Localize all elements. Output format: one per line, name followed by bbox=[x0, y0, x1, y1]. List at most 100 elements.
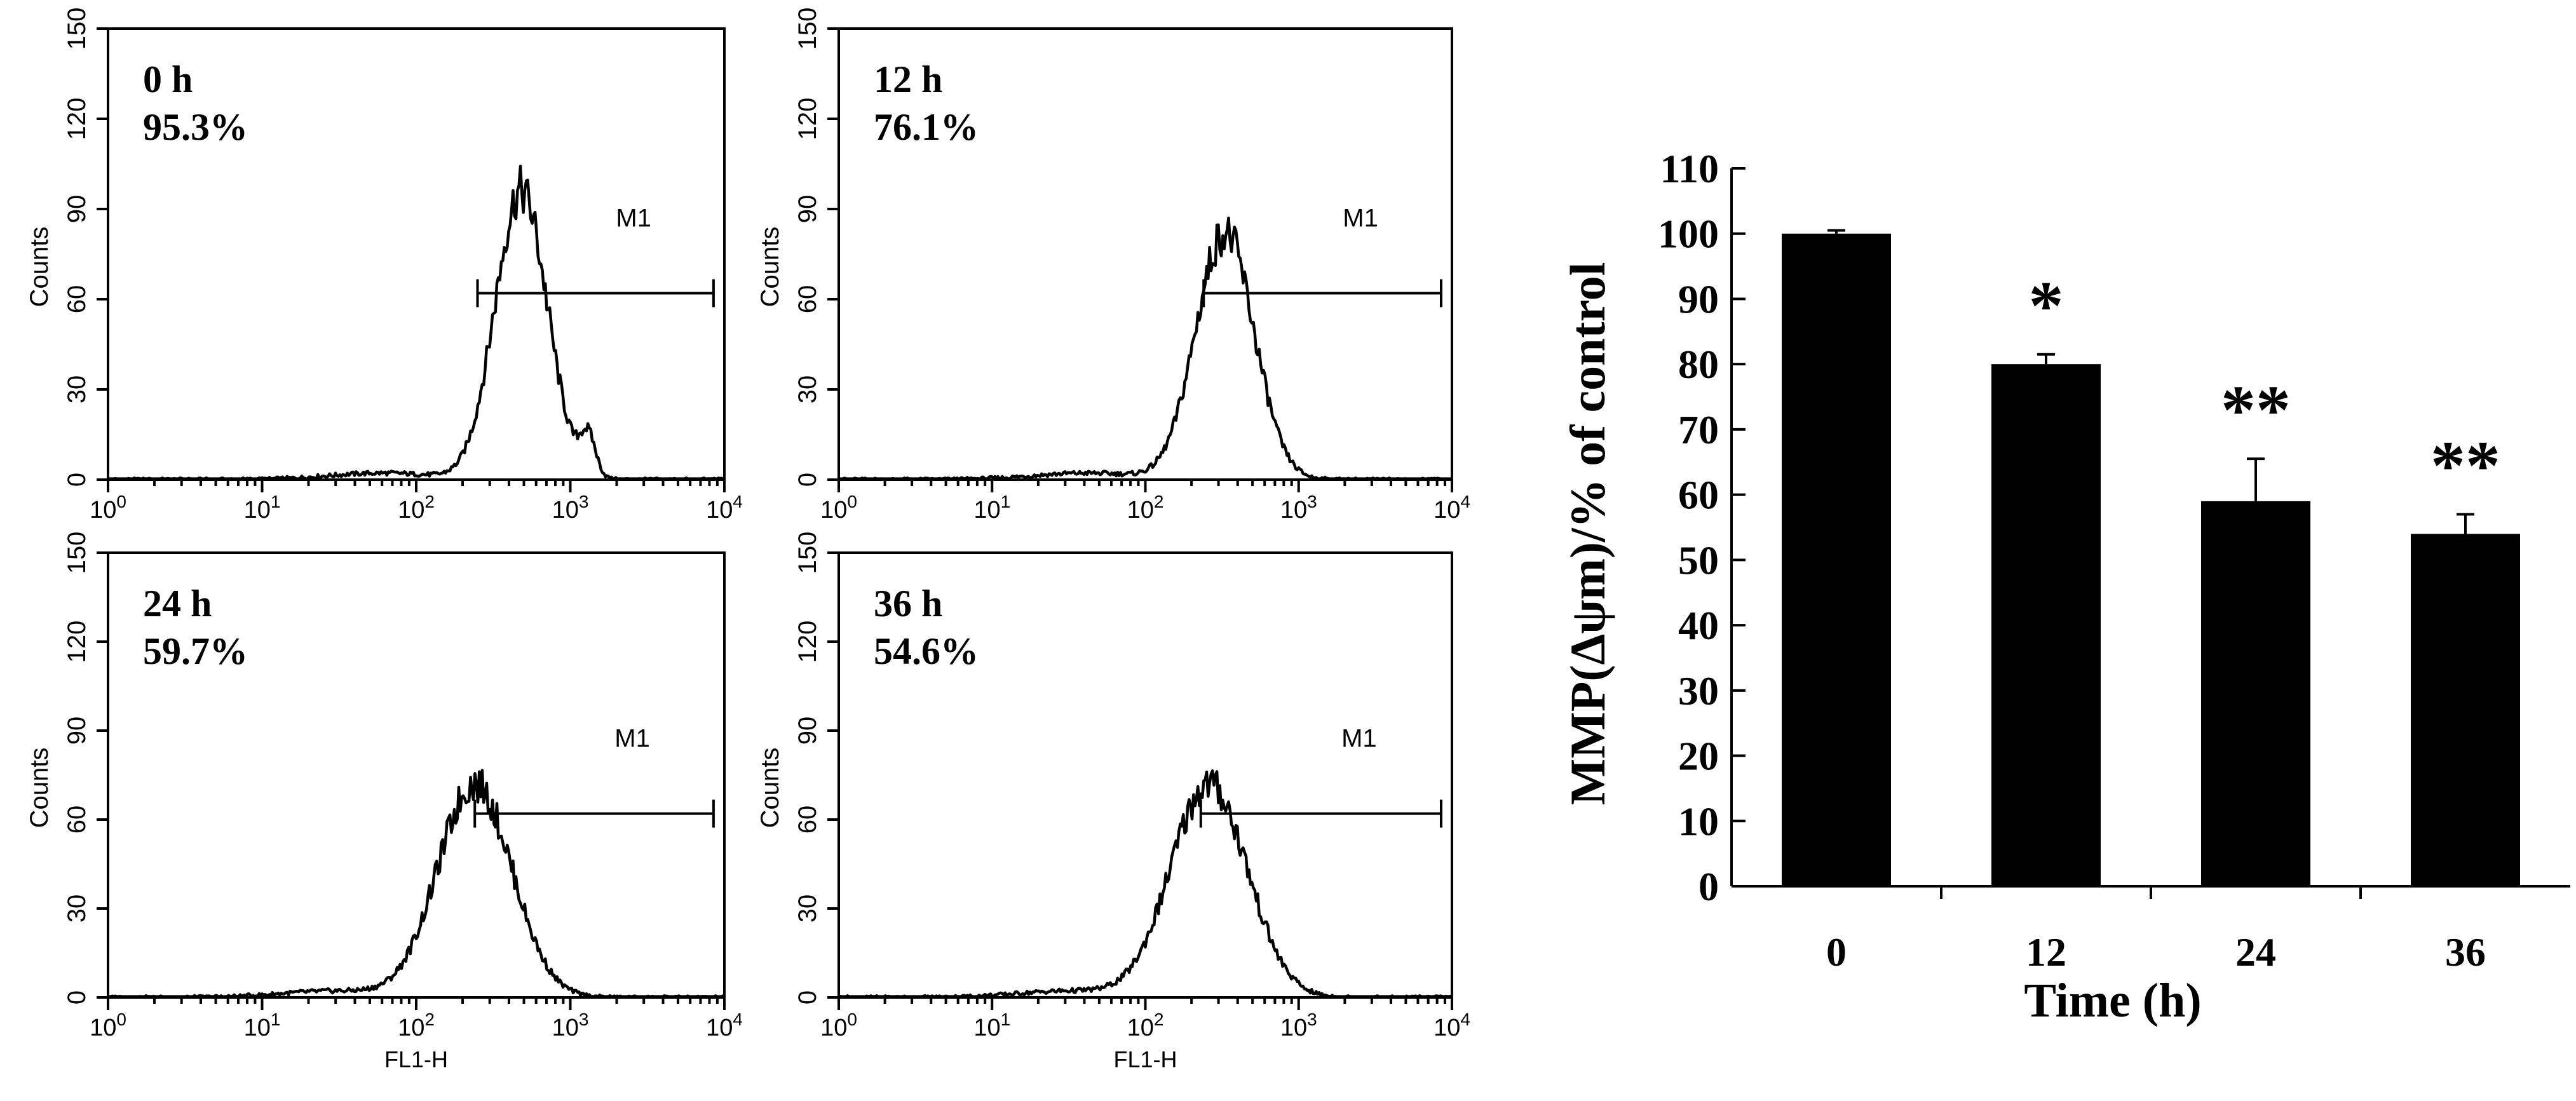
x-tick-exponent: 0 bbox=[847, 1010, 857, 1029]
x-tick-label: 101 bbox=[244, 492, 281, 523]
x-axis-label: FL1-H bbox=[1113, 1046, 1177, 1072]
x-tick-base: 10 bbox=[244, 497, 271, 523]
x-tick-base: 10 bbox=[706, 1015, 733, 1041]
x-tick-base: 10 bbox=[820, 1015, 847, 1041]
y-tick-label: 120 bbox=[63, 621, 91, 663]
x-tick-exponent: 3 bbox=[579, 1010, 589, 1029]
x-tick-exponent: 0 bbox=[116, 492, 126, 511]
panel-time-label: 12 h bbox=[874, 58, 942, 100]
histogram-trace bbox=[839, 216, 1452, 480]
x-tick-exponent: 1 bbox=[271, 492, 281, 511]
gate-label: M1 bbox=[614, 725, 650, 753]
x-tick-label: 102 bbox=[398, 1010, 435, 1041]
y-tick-label: 150 bbox=[63, 8, 91, 50]
y-tick-label: 0 bbox=[63, 990, 91, 1004]
x-tick-label: 104 bbox=[706, 492, 743, 523]
x-tick-label-12: 12 bbox=[2026, 929, 2066, 975]
panel-time-label: 0 h bbox=[143, 58, 193, 100]
y-tick-label: 0 bbox=[63, 473, 91, 487]
bar-24 bbox=[2201, 501, 2310, 886]
x-tick-base: 10 bbox=[398, 1015, 424, 1041]
bar-36 bbox=[2411, 534, 2520, 886]
y-tick-label: 110 bbox=[1660, 146, 1719, 191]
y-tick-label: 90 bbox=[63, 717, 91, 745]
y-tick-label: 0 bbox=[794, 990, 822, 1004]
x-tick-exponent: 2 bbox=[1154, 492, 1164, 511]
y-tick-label: 120 bbox=[794, 621, 822, 663]
y-tick-label: 70 bbox=[1678, 407, 1719, 452]
panel-time-label: 36 h bbox=[874, 583, 942, 625]
y-tick-label: 30 bbox=[63, 375, 91, 404]
y-axis-label: Counts bbox=[25, 227, 53, 307]
x-tick-exponent: 1 bbox=[1001, 1010, 1011, 1029]
x-axis-label: FL1-H bbox=[384, 1046, 448, 1072]
x-tick-label: 101 bbox=[973, 492, 1010, 523]
plot-frame bbox=[107, 27, 726, 481]
x-tick-base: 10 bbox=[973, 497, 1000, 523]
y-tick-label: 90 bbox=[794, 195, 822, 224]
y-axis-label: Counts bbox=[756, 748, 784, 828]
y-tick-label: 30 bbox=[794, 375, 822, 404]
x-tick-base: 10 bbox=[1434, 497, 1460, 523]
y-axis-label: Counts bbox=[25, 748, 53, 828]
x-tick-exponent: 1 bbox=[1001, 492, 1011, 511]
x-tick-label-0: 0 bbox=[1826, 929, 1847, 975]
y-tick-label: 0 bbox=[1698, 864, 1719, 909]
x-tick-label: 102 bbox=[1127, 492, 1164, 523]
x-tick-label: 104 bbox=[1434, 492, 1470, 523]
x-tick-base: 10 bbox=[973, 1015, 1000, 1041]
y-tick-label: 150 bbox=[794, 532, 822, 574]
panel-percent-label: 76.1% bbox=[874, 106, 979, 148]
panel-time-label: 24 h bbox=[143, 583, 212, 625]
panel-percent-label: 95.3% bbox=[143, 106, 248, 148]
x-tick-base: 10 bbox=[1280, 1015, 1307, 1041]
y-tick-label: 30 bbox=[794, 895, 822, 923]
x-tick-exponent: 4 bbox=[733, 492, 743, 511]
y-tick-label: 30 bbox=[1678, 668, 1719, 713]
significance-24: ** bbox=[2221, 371, 2291, 449]
x-tick-label: 101 bbox=[244, 1010, 281, 1041]
x-tick-base: 10 bbox=[1127, 1015, 1154, 1041]
x-tick-label: 104 bbox=[1434, 1010, 1470, 1041]
y-tick-label: 80 bbox=[1678, 342, 1719, 387]
y-tick-label: 20 bbox=[1678, 734, 1719, 779]
y-tick-label: 30 bbox=[63, 895, 91, 923]
x-tick-label: 100 bbox=[90, 492, 126, 523]
y-tick-label: 90 bbox=[1678, 276, 1719, 321]
x-tick-base: 10 bbox=[1434, 1015, 1460, 1041]
x-tick-exponent: 0 bbox=[847, 492, 857, 511]
y-axis-label: Counts bbox=[756, 227, 784, 307]
x-tick-base: 10 bbox=[706, 497, 733, 523]
y-tick-label: 60 bbox=[1678, 473, 1719, 518]
x-tick-label: 102 bbox=[1127, 1010, 1164, 1041]
x-tick-base: 10 bbox=[552, 497, 579, 523]
x-tick-base: 10 bbox=[244, 1015, 271, 1041]
x-tick-label: 103 bbox=[552, 492, 589, 523]
significance-36: ** bbox=[2430, 426, 2500, 504]
panel-percent-label: 54.6% bbox=[874, 630, 979, 672]
x-tick-exponent: 4 bbox=[1460, 1010, 1470, 1029]
histogram-trace bbox=[108, 165, 724, 480]
x-tick-label: 100 bbox=[820, 492, 857, 523]
y-tick-label: 40 bbox=[1678, 603, 1719, 648]
x-tick-exponent: 2 bbox=[424, 492, 435, 511]
bar-chart: 0 10 20 30 40 50 60 70 80 90 100 110 0 * 12 ** 24 ** 36 Tim… bbox=[1560, 146, 2570, 1027]
x-tick-exponent: 3 bbox=[1307, 1010, 1317, 1029]
gate-label: M1 bbox=[616, 205, 651, 233]
x-tick-exponent: 0 bbox=[116, 1010, 126, 1029]
x-tick-exponent: 4 bbox=[733, 1010, 743, 1029]
x-tick-base: 10 bbox=[90, 497, 116, 523]
histogram-trace bbox=[108, 769, 725, 998]
x-tick-label: 103 bbox=[552, 1010, 589, 1041]
y-tick-label: 100 bbox=[1658, 212, 1719, 257]
gate-label: M1 bbox=[1341, 725, 1377, 753]
y-tick-label: 60 bbox=[63, 285, 91, 314]
significance-12: * bbox=[2029, 267, 2064, 344]
x-tick-label: 104 bbox=[706, 1010, 743, 1041]
x-tick-label: 103 bbox=[1280, 1010, 1317, 1041]
panel-percent-label: 59.7% bbox=[143, 630, 248, 672]
x-tick-label: 103 bbox=[1280, 492, 1317, 523]
x-tick-base: 10 bbox=[1280, 497, 1307, 523]
x-tick-base: 10 bbox=[1127, 497, 1154, 523]
